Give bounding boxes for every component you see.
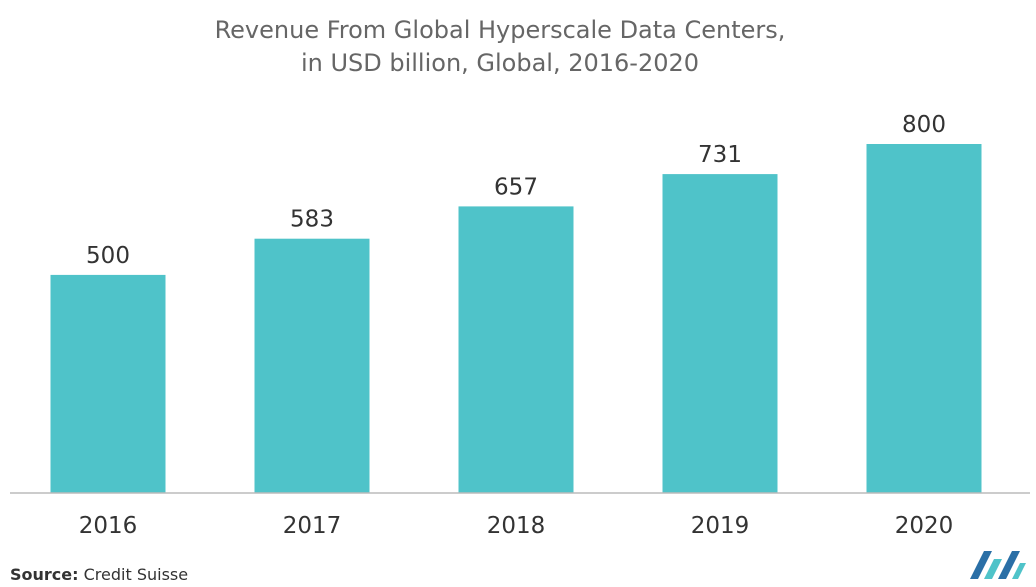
logo-shape-tail [1012, 563, 1026, 579]
chart-title: Revenue From Global Hyperscale Data Cent… [214, 16, 786, 44]
logo-shape-left [970, 551, 992, 579]
source-prefix: Source: [10, 565, 79, 584]
x-axis-tick-labels: 2016 2017 2018 2019 2020 [79, 513, 954, 539]
mordor-intelligence-logo-icon [970, 551, 1026, 579]
x-tick-label-2018: 2018 [487, 513, 546, 539]
logo-shape-right [998, 551, 1020, 579]
logo-shape-mid [984, 559, 1002, 579]
x-tick-label-2017: 2017 [283, 513, 342, 539]
bar-value-label-2018: 657 [494, 174, 538, 200]
bar-value-label-2020: 800 [902, 112, 946, 138]
x-tick-label-2016: 2016 [79, 513, 138, 539]
source-text: Credit Suisse [83, 565, 189, 584]
bar-2017 [254, 238, 370, 493]
bar-series [50, 144, 982, 493]
bar-value-label-2019: 731 [698, 142, 742, 168]
bar-value-label-2017: 583 [290, 207, 334, 233]
bar-value-label-2016: 500 [86, 243, 130, 269]
bar-2016 [50, 274, 166, 493]
x-tick-label-2019: 2019 [691, 513, 750, 539]
chart-title-block: Revenue From Global Hyperscale Data Cent… [0, 14, 1000, 80]
source-note: Source: Credit Suisse [10, 565, 188, 584]
chart-subtitle: in USD billion, Global, 2016-2020 [300, 49, 700, 77]
bar-2020 [866, 144, 982, 493]
bar-2018 [458, 206, 574, 493]
x-tick-label-2020: 2020 [895, 513, 954, 539]
bar-2019 [662, 174, 778, 493]
bar-value-labels: 500 583 657 731 800 [86, 112, 946, 269]
